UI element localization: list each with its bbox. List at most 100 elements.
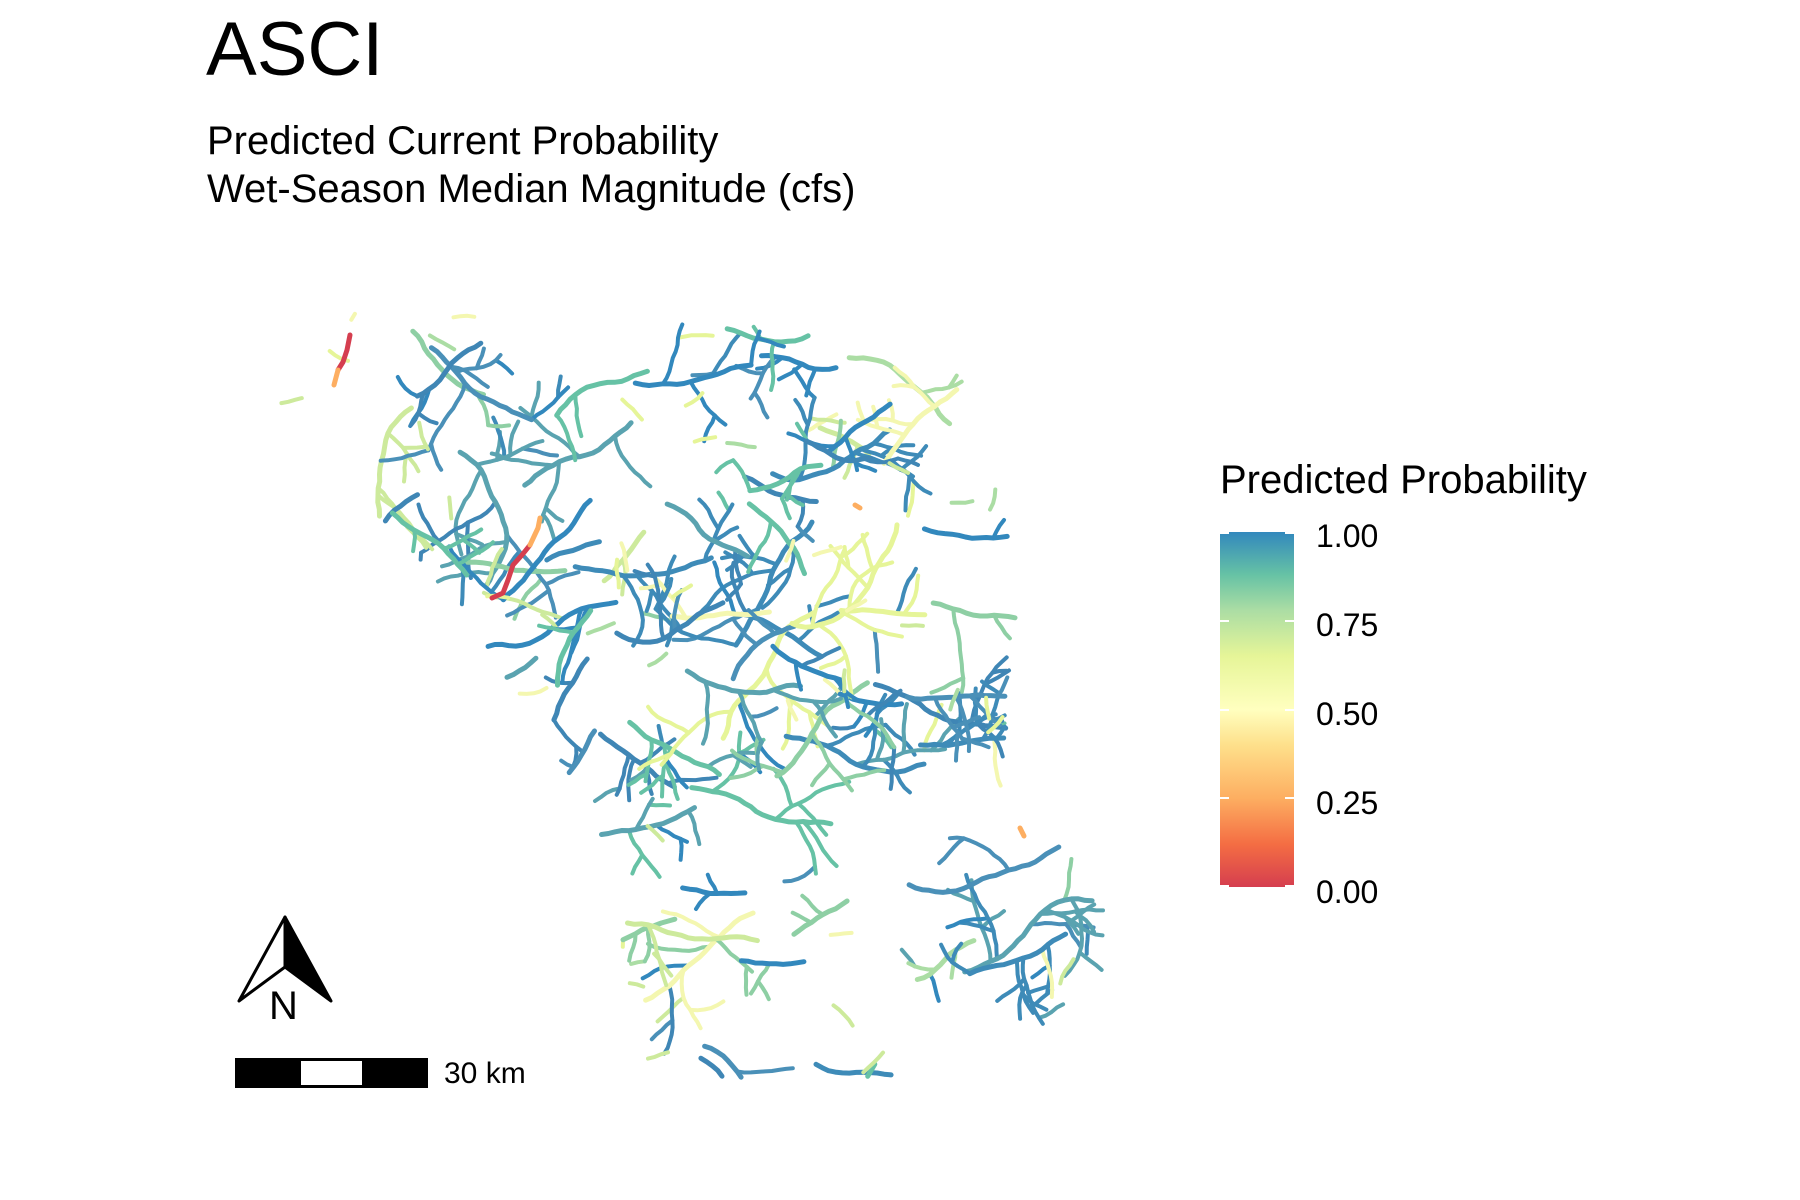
stream-segment xyxy=(731,753,753,769)
stream-segment xyxy=(827,401,893,454)
stream-segment xyxy=(551,656,590,723)
stream-segment xyxy=(414,340,484,399)
stream-segment xyxy=(869,417,916,427)
stream-segment xyxy=(664,501,751,559)
stream-segment xyxy=(543,506,565,523)
stream-segment xyxy=(389,510,470,578)
scale-segment xyxy=(362,1061,425,1085)
stream-segment xyxy=(426,381,467,453)
stream-segment xyxy=(852,502,863,511)
stream-segment xyxy=(809,731,854,793)
stream-segment xyxy=(725,441,757,450)
stream-segment xyxy=(508,419,521,458)
stream-segment xyxy=(801,819,839,868)
stream-segment xyxy=(453,468,484,557)
stream-segment xyxy=(828,930,854,937)
legend-label-100: 1.00 xyxy=(1316,518,1379,554)
stream-segment xyxy=(841,668,847,694)
stream-segment xyxy=(906,479,916,518)
stream-segment xyxy=(459,567,466,607)
stream-segment xyxy=(585,621,616,636)
stream-segment xyxy=(711,525,740,544)
stream-segment xyxy=(474,346,486,371)
stream-segment xyxy=(520,446,559,458)
stream-segment xyxy=(1017,825,1027,839)
legend-tick xyxy=(1285,532,1294,534)
stream-segment xyxy=(639,773,665,795)
legend-tick xyxy=(1285,797,1294,799)
legend-tick xyxy=(1285,620,1294,622)
stream-segment xyxy=(933,696,965,741)
stream-segment xyxy=(860,532,875,571)
stream-segment xyxy=(865,1061,878,1079)
stream-segment xyxy=(447,544,506,602)
stream-segment xyxy=(1077,950,1104,972)
stream-segment xyxy=(838,607,928,618)
stream-segment xyxy=(614,557,621,590)
stream-segment xyxy=(962,896,1095,975)
stream-segment xyxy=(960,736,991,750)
stream-segment xyxy=(871,441,924,458)
stream-segment xyxy=(659,709,734,767)
stream-segment xyxy=(881,387,960,466)
stream-segment xyxy=(649,1018,675,1042)
stream-segment xyxy=(811,699,838,739)
stream-segment xyxy=(664,757,689,790)
stream-segment xyxy=(838,678,851,709)
stream-segment xyxy=(803,438,874,464)
stream-segment xyxy=(906,961,938,972)
stream-segment xyxy=(401,444,427,450)
stream-segment xyxy=(653,606,738,648)
stream-segment xyxy=(755,740,764,772)
legend-tick xyxy=(1220,797,1229,799)
stream-segment xyxy=(954,730,961,763)
stream-segment xyxy=(800,893,825,917)
stream-segment xyxy=(1043,907,1105,938)
stream-segment xyxy=(517,686,549,696)
stream-segment xyxy=(749,961,772,996)
map-title: ASCI xyxy=(206,7,384,92)
stream-segment xyxy=(629,765,650,782)
stream-segment xyxy=(799,646,842,669)
stream-segment xyxy=(712,560,737,616)
stream-segment xyxy=(716,490,732,513)
stream-segment xyxy=(888,745,897,791)
stream-segment xyxy=(671,583,693,599)
stream-segment xyxy=(529,385,571,422)
stream-segment xyxy=(660,909,722,940)
stream-segment xyxy=(554,368,650,418)
stream-segment xyxy=(954,695,972,753)
stream-segment xyxy=(770,643,844,683)
stream-segment xyxy=(419,500,498,555)
stream-segment xyxy=(627,981,646,989)
stream-segment xyxy=(810,761,832,788)
stream-segment xyxy=(705,872,719,896)
stream-segment xyxy=(738,958,807,967)
stream-segment xyxy=(746,608,777,636)
stream-segment xyxy=(982,668,1011,687)
stream-segment xyxy=(643,737,654,784)
stream-segment xyxy=(711,330,743,376)
north-arrow-icon xyxy=(237,915,333,1003)
stream-segment xyxy=(642,925,652,964)
stream-segment xyxy=(1062,896,1084,978)
stream-segment xyxy=(621,573,645,648)
stream-segment xyxy=(335,332,353,373)
stream-segment xyxy=(968,693,1002,727)
stream-segment xyxy=(755,336,786,349)
stream-segment xyxy=(657,577,674,607)
stream-segment xyxy=(489,549,522,594)
stream-segment xyxy=(791,898,850,937)
legend-label-075: 0.75 xyxy=(1316,607,1379,643)
stream-segment xyxy=(1020,956,1045,1026)
stream-segment xyxy=(896,456,920,467)
stream-segment xyxy=(828,544,870,590)
stream-segment xyxy=(694,891,712,911)
stream-segment xyxy=(929,676,966,695)
stream-segment xyxy=(543,570,581,587)
stream-segment xyxy=(544,539,602,563)
legend-colorbar xyxy=(1220,532,1294,887)
stream-segment xyxy=(706,750,756,769)
legend-tick xyxy=(1285,709,1294,711)
stream-segment xyxy=(676,333,715,340)
